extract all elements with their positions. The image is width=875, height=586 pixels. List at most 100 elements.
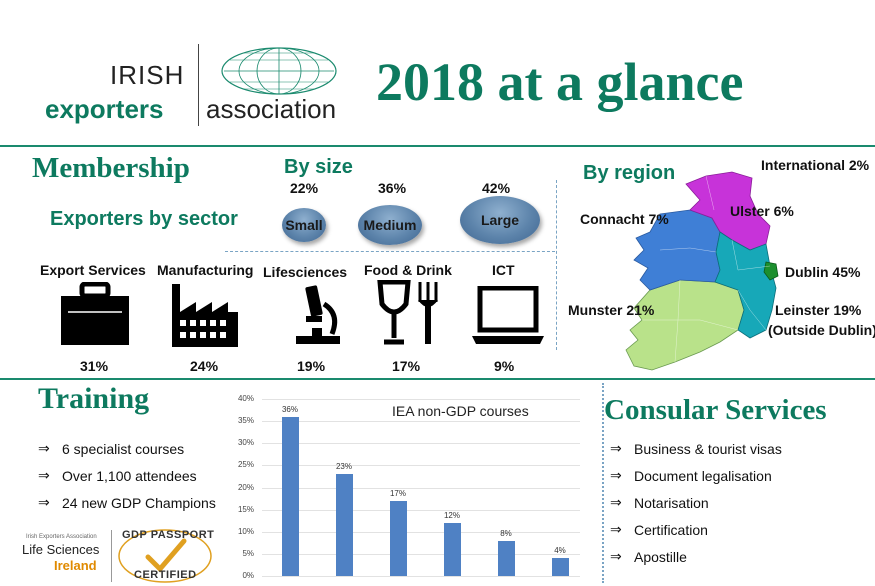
list-item: ⇒ Business & tourist visas xyxy=(610,435,782,462)
badge-small-text: Irish Exporters Association xyxy=(26,534,97,540)
arrow-icon: ⇒ xyxy=(610,548,622,564)
factory-icon xyxy=(172,284,238,347)
food-drink-icon xyxy=(377,280,438,345)
size-oval-large: Large xyxy=(460,196,540,244)
ireland-map xyxy=(625,171,779,371)
logo-divider xyxy=(198,44,199,126)
sector-title: Exporters by sector xyxy=(50,208,238,230)
region-label-dublin: Dublin 45% xyxy=(785,264,861,280)
consular-heading: Consular Services xyxy=(604,394,827,426)
logo-text-association: association xyxy=(206,94,337,124)
chart-gridline xyxy=(262,531,580,533)
laptop-icon xyxy=(472,286,544,344)
size-pct-small: 22% xyxy=(290,180,319,196)
iea-logo: IRISH exporters association xyxy=(40,42,370,132)
size-label-medium: Medium xyxy=(363,217,417,233)
sector-label-lifesciences: Lifesciences xyxy=(263,264,348,280)
chart-data-label: 4% xyxy=(554,546,566,556)
badge-line-life-sciences: Life Sciences xyxy=(22,542,100,557)
list-item: ⇒ Over 1,100 attendees xyxy=(38,462,216,489)
sector-pct-lifesciences: 19% xyxy=(297,358,326,374)
arrow-icon: ⇒ xyxy=(610,494,622,510)
training-item-label: 6 specialist courses xyxy=(62,440,185,457)
region-label-ulster: Ulster 6% xyxy=(730,203,794,219)
gdp-passport-seal: GDP PASSPORT CERTIFIED xyxy=(114,527,216,585)
consular-item-label: Apostille xyxy=(634,548,687,565)
consular-item-label: Certification xyxy=(634,521,708,538)
size-oval-medium: Medium xyxy=(358,205,422,245)
chart-gridline xyxy=(262,465,580,467)
header-rule xyxy=(0,145,875,147)
region-munster xyxy=(625,279,745,371)
chart-y-tick: 0% xyxy=(242,571,254,580)
training-item-label: 24 new GDP Champions xyxy=(62,494,216,511)
chart-bar xyxy=(497,540,515,576)
globe-icon xyxy=(221,47,337,95)
region-label-leinster-note: (Outside Dublin) xyxy=(768,322,875,338)
arrow-icon: ⇒ xyxy=(38,467,50,483)
consular-item-label: Document legalisation xyxy=(634,467,772,484)
chart-gridline xyxy=(262,509,580,511)
passport-bottom-text: CERTIFIED xyxy=(134,569,197,581)
chart-data-label: 36% xyxy=(281,404,298,414)
sector-pct-manufacturing: 24% xyxy=(190,358,219,374)
badge-line-ireland: Ireland xyxy=(54,558,97,573)
chart-gridline xyxy=(262,421,580,423)
chart-data-label: 8% xyxy=(500,528,512,538)
page-title: 2018 at a glance xyxy=(376,52,744,112)
logo-text-irish: IRISH xyxy=(110,60,185,90)
chart-title: IEA non-GDP courses xyxy=(392,403,529,419)
list-item: ⇒ 6 specialist courses xyxy=(38,435,216,462)
chart-gridline xyxy=(262,576,580,577)
arrow-icon: ⇒ xyxy=(610,440,622,456)
chart-y-tick: 40% xyxy=(237,394,254,403)
chart-y-tick: 35% xyxy=(237,416,254,426)
chart-gridline xyxy=(262,399,580,400)
consular-item-label: Business & tourist visas xyxy=(634,440,782,457)
badge-divider xyxy=(111,530,112,582)
passport-check-icon xyxy=(118,529,212,583)
chart-y-tick: 15% xyxy=(237,504,254,514)
sector-label-manufacturing: Manufacturing xyxy=(157,262,254,278)
chart-bar xyxy=(281,416,299,576)
sector-label-export-services: Export Services xyxy=(40,262,146,278)
arrow-icon: ⇒ xyxy=(38,440,50,456)
sector-label-food-drink: Food & Drink xyxy=(364,262,452,278)
life-sciences-badge: Irish Exporters Association Life Science… xyxy=(22,528,114,584)
chart-y-tick: 5% xyxy=(242,548,254,558)
training-item-label: Over 1,100 attendees xyxy=(62,467,197,484)
passport-top-text: GDP PASSPORT xyxy=(122,529,215,541)
chart-data-label: 23% xyxy=(335,462,352,472)
sector-pct-ict: 9% xyxy=(494,358,515,374)
chart-y-tick: 20% xyxy=(237,482,254,492)
training-heading: Training xyxy=(38,382,150,415)
by-region-title: By region xyxy=(583,162,676,184)
chart-gridline xyxy=(262,553,580,555)
microscope-icon xyxy=(296,285,340,344)
chart-gridline xyxy=(262,443,580,445)
consular-divider xyxy=(602,383,604,583)
region-label-connacht: Connacht 7% xyxy=(580,211,669,227)
courses-chart: 0% 5% 10% 15% 20% 25% 30% 35% 40% IEA non-GDP co… xyxy=(228,390,588,586)
region-label-leinster: Leinster 19% xyxy=(775,302,862,318)
list-item: ⇒ Document legalisation xyxy=(610,462,782,489)
chart-y-tick: 25% xyxy=(237,460,254,470)
region-divider xyxy=(556,180,557,350)
size-divider xyxy=(225,251,555,252)
briefcase-icon xyxy=(61,282,129,345)
size-label-large: Large xyxy=(480,212,520,228)
list-item: ⇒ 24 new GDP Champions xyxy=(38,489,216,516)
consular-item-label: Notarisation xyxy=(634,494,709,511)
chart-data-label: 17% xyxy=(389,488,406,498)
chart-bar xyxy=(551,558,569,576)
membership-heading: Membership xyxy=(32,152,190,184)
sector-label-ict: ICT xyxy=(492,262,515,278)
chart-bar xyxy=(335,474,353,576)
chart-gridline xyxy=(262,487,580,489)
chart-y-tick: 30% xyxy=(237,438,254,448)
arrow-icon: ⇒ xyxy=(610,467,622,483)
size-pct-medium: 36% xyxy=(378,180,407,196)
logo-text-exporters: exporters xyxy=(45,94,164,124)
list-item: ⇒ Apostille xyxy=(610,543,782,570)
list-item: ⇒ Notarisation xyxy=(610,489,782,516)
